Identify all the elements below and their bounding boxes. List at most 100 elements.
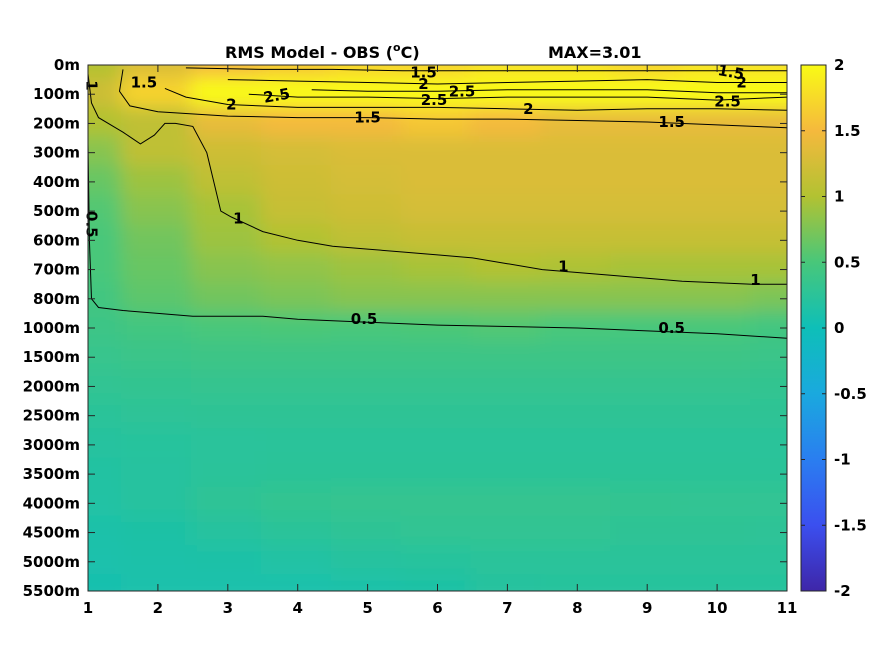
contour-label: 1	[750, 271, 760, 289]
heatmap-cell	[260, 252, 335, 287]
heatmap-cell	[400, 282, 475, 316]
heatmap-cell	[121, 311, 195, 345]
heatmap-cell	[190, 428, 265, 462]
x-tick-label: 9	[642, 599, 652, 617]
contour-label: 2.5	[421, 91, 448, 109]
heatmap-cell	[400, 223, 475, 257]
heatmap-cell	[540, 136, 615, 170]
y-tick-label: 3500m	[23, 465, 80, 483]
contour-label: 2	[226, 96, 236, 114]
y-tick-label: 2000m	[23, 377, 80, 395]
heatmap-cell	[190, 457, 265, 491]
y-tick-label: 0m	[54, 56, 80, 74]
contour-label: 0.5	[351, 310, 378, 328]
heatmap-cell	[330, 194, 405, 228]
heatmap-cell	[400, 165, 475, 199]
degree-superscript: o	[393, 41, 401, 54]
chart-title-text: RMS Model - OBS (	[225, 43, 393, 62]
contour-label: 2	[736, 74, 746, 92]
heatmap-cell	[121, 399, 195, 433]
heatmap-cell	[400, 106, 475, 140]
heatmap-cell	[680, 369, 754, 403]
colorbar-tick-label: 1	[834, 188, 844, 206]
x-axis: 1 2 3 4 5 6 7 8 9 10 11	[83, 65, 797, 617]
chart-title: RMS Model - OBS (oC)	[225, 41, 420, 62]
colorbar-tick-label: -0.5	[834, 385, 867, 403]
heatmap-cell	[190, 340, 265, 374]
heatmap-cell	[540, 399, 615, 433]
x-tick-label: 5	[362, 599, 372, 617]
y-tick-label: 4000m	[23, 494, 80, 512]
heatmap-cell	[470, 399, 545, 433]
heatmap-cell	[470, 428, 545, 462]
heatmap-cell	[540, 369, 615, 403]
heatmap-cell	[330, 457, 405, 491]
heatmap-cell	[470, 457, 545, 491]
heatmap-cell	[540, 515, 615, 550]
heatmap-cell	[260, 136, 335, 170]
heatmap-cell	[121, 77, 195, 111]
heatmap-cell	[190, 165, 265, 199]
heatmap-cell	[540, 165, 615, 199]
heatmap-cell	[610, 252, 685, 287]
x-tick-label: 1	[83, 599, 93, 617]
heatmap-cell	[190, 136, 265, 170]
y-tick-label: 100m	[33, 85, 80, 103]
heatmap-cell	[121, 136, 195, 170]
colorbar-tick-label: -1.5	[834, 516, 867, 534]
heatmap-cell	[260, 77, 335, 111]
contour-label: 0.5	[83, 211, 101, 238]
heatmap-cell	[470, 515, 545, 550]
heatmap-cell	[680, 399, 754, 433]
heatmap-cell	[400, 194, 475, 228]
y-tick-label: 1000m	[23, 319, 80, 337]
heatmap-cell	[680, 77, 754, 111]
y-tick-label: 5000m	[23, 553, 80, 571]
heatmap-cell	[540, 65, 615, 82]
y-tick-label: 400m	[33, 173, 80, 191]
heatmap-cell	[190, 106, 265, 140]
heatmap-cell	[400, 545, 475, 579]
heatmap-cell	[121, 223, 195, 257]
colorbar-tick-label: -2	[834, 582, 851, 600]
heatmap-cell	[540, 457, 615, 491]
x-tick-label: 6	[432, 599, 442, 617]
colorbar-tick-label: 1.5	[834, 122, 861, 140]
heatmap-cell	[610, 223, 685, 257]
heatmap-cell	[540, 252, 615, 287]
heatmap-cell	[470, 340, 545, 374]
heatmap-cell	[610, 194, 685, 228]
contour-label: 1.5	[410, 63, 437, 81]
colorbar-tick-label: -1	[834, 451, 851, 469]
heatmap-cell	[470, 282, 545, 316]
heatmap-cell	[470, 574, 545, 591]
heatmap-cell	[330, 399, 405, 433]
heatmap-cell	[680, 65, 754, 82]
heatmap-cell	[400, 311, 475, 345]
heatmap-cell	[540, 194, 615, 228]
heatmap-cell	[680, 486, 754, 520]
y-tick-label: 5500m	[23, 582, 80, 600]
heatmap-cell	[400, 515, 475, 550]
heatmap-cell	[610, 165, 685, 199]
heatmap-cell	[680, 252, 754, 287]
contour-label: 1.5	[354, 109, 381, 127]
contour-line-2	[164, 87, 787, 111]
y-tick-label: 700m	[33, 261, 80, 279]
heatmap-cell	[330, 428, 405, 462]
heatmap-cell	[540, 106, 615, 140]
chart-title-unit: C)	[401, 43, 420, 62]
heatmap-cell	[680, 340, 754, 374]
y-tick-label: 1500m	[23, 348, 80, 366]
contour-lines	[88, 67, 787, 339]
heatmap-cell	[121, 486, 195, 520]
heatmap-cell	[190, 282, 265, 316]
heatmap-cell	[470, 136, 545, 170]
y-tick-label: 4500m	[23, 524, 80, 542]
heatmap-cell	[400, 252, 475, 287]
heatmap-cell	[330, 574, 405, 591]
heatmap-cell	[190, 194, 265, 228]
heatmap-cell	[680, 165, 754, 199]
heatmap-cell	[400, 340, 475, 374]
